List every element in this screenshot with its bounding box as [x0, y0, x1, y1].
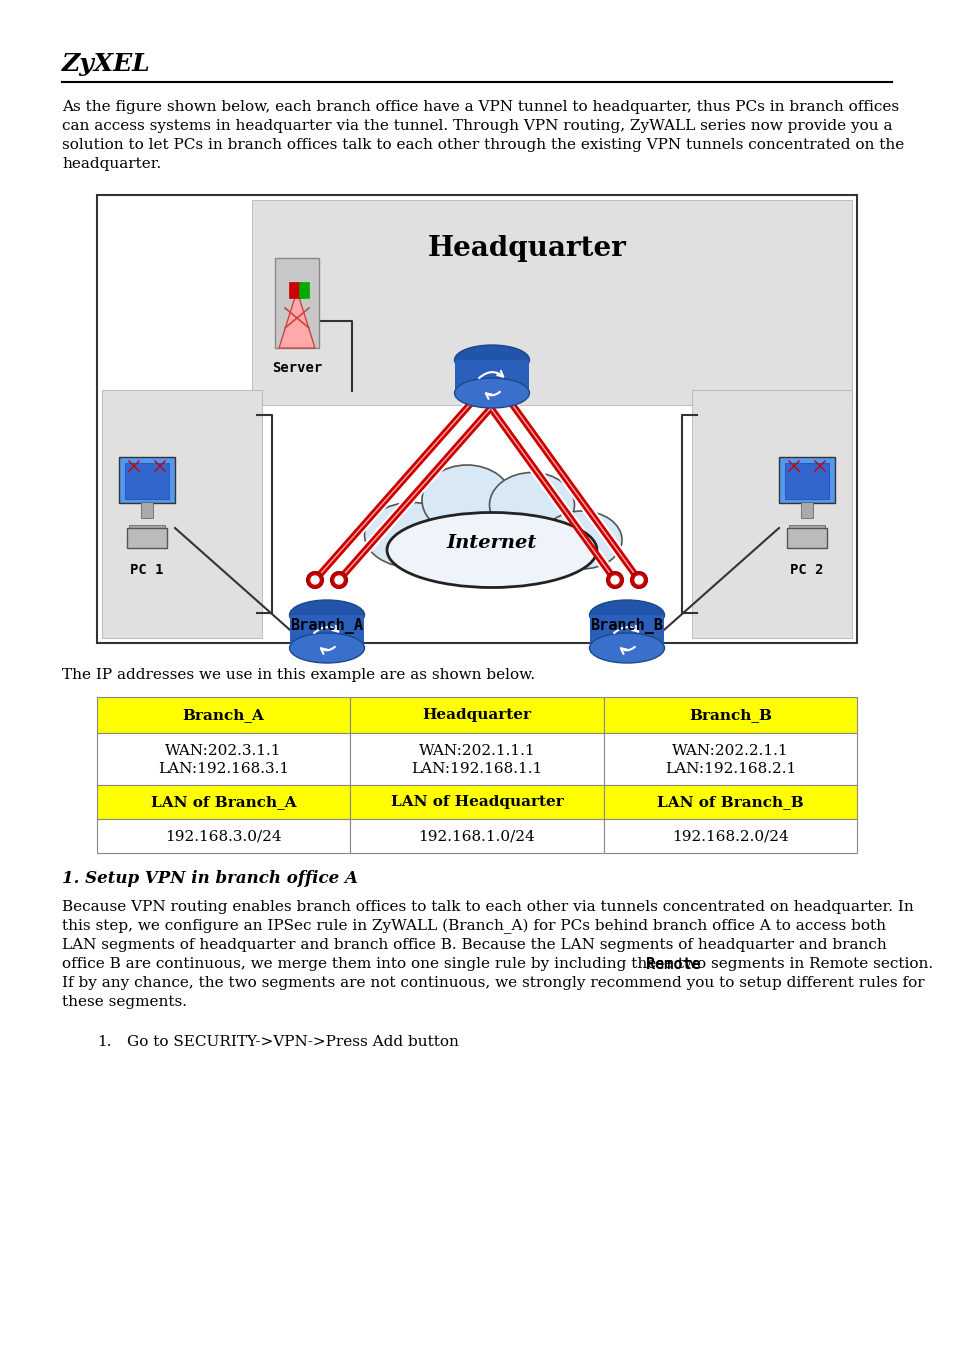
- Text: Branch_B: Branch_B: [590, 617, 662, 634]
- Ellipse shape: [289, 600, 364, 630]
- Bar: [788, 526, 824, 531]
- Text: 1. Setup VPN in branch office A: 1. Setup VPN in branch office A: [62, 870, 357, 888]
- Text: Internet: Internet: [446, 534, 537, 553]
- Bar: [97, 734, 350, 785]
- Text: solution to let PCs in branch offices talk to each other through the existing VP: solution to let PCs in branch offices ta…: [62, 138, 903, 153]
- Bar: [102, 390, 262, 638]
- Bar: [97, 785, 350, 819]
- Text: Branch_A: Branch_A: [183, 708, 264, 721]
- Text: PC 2: PC 2: [789, 563, 822, 577]
- Text: Headquarter: Headquarter: [422, 708, 531, 721]
- Bar: [603, 734, 856, 785]
- Bar: [350, 734, 603, 785]
- Circle shape: [307, 571, 323, 588]
- Text: The IP addresses we use in this example are as shown below.: The IP addresses we use in this example …: [62, 667, 535, 682]
- Text: Because VPN routing enables branch offices to talk to each other via tunnels con: Because VPN routing enables branch offic…: [62, 900, 913, 915]
- Bar: [289, 282, 301, 299]
- Bar: [784, 463, 828, 499]
- Text: Go to SECURITY->VPN->Press Add button: Go to SECURITY->VPN->Press Add button: [127, 1035, 458, 1048]
- Ellipse shape: [454, 378, 529, 408]
- Bar: [603, 697, 856, 734]
- Bar: [97, 697, 350, 734]
- Ellipse shape: [454, 345, 529, 376]
- Circle shape: [610, 576, 618, 584]
- Text: 192.168.1.0/24: 192.168.1.0/24: [418, 830, 535, 843]
- Text: can access systems in headquarter via the tunnel. Through VPN routing, ZyWALL se: can access systems in headquarter via th…: [62, 119, 892, 132]
- Text: 192.168.3.0/24: 192.168.3.0/24: [165, 830, 282, 843]
- Ellipse shape: [589, 634, 664, 663]
- Bar: [350, 697, 603, 734]
- Bar: [350, 819, 603, 852]
- Text: LAN segments of headquarter and branch office B. Because the LAN segments of hea: LAN segments of headquarter and branch o…: [62, 938, 886, 952]
- Text: Branch_A: Branch_A: [291, 617, 363, 634]
- Ellipse shape: [395, 523, 489, 577]
- Bar: [603, 819, 856, 852]
- Text: WAN:202.2.1.1: WAN:202.2.1.1: [671, 744, 788, 758]
- Bar: [801, 503, 812, 517]
- Text: ZyXEL: ZyXEL: [62, 51, 151, 76]
- Circle shape: [606, 571, 622, 588]
- Text: Headquarter: Headquarter: [427, 235, 626, 262]
- Bar: [298, 282, 309, 299]
- Circle shape: [335, 576, 343, 584]
- Text: LAN:192.168.3.1: LAN:192.168.3.1: [158, 762, 289, 775]
- Ellipse shape: [489, 473, 574, 538]
- Text: LAN of Branch_A: LAN of Branch_A: [151, 794, 296, 809]
- Text: this step, we configure an IPSec rule in ZyWALL (Branch_A) for PCs behind branch: this step, we configure an IPSec rule in…: [62, 919, 885, 935]
- Text: If by any chance, the two segments are not continuous, we strongly recommend you: If by any chance, the two segments are n…: [62, 975, 923, 990]
- Text: PC 1: PC 1: [131, 563, 164, 577]
- Bar: [290, 615, 364, 648]
- Circle shape: [635, 576, 642, 584]
- Circle shape: [630, 571, 646, 588]
- Bar: [603, 785, 856, 819]
- Circle shape: [331, 571, 347, 588]
- Bar: [779, 457, 834, 503]
- Text: Server: Server: [272, 361, 322, 376]
- Bar: [125, 463, 169, 499]
- Ellipse shape: [289, 634, 364, 663]
- Bar: [97, 819, 350, 852]
- Bar: [786, 528, 826, 549]
- Ellipse shape: [387, 512, 597, 588]
- Text: LAN:192.168.2.1: LAN:192.168.2.1: [664, 762, 795, 775]
- Bar: [129, 526, 165, 531]
- Text: WAN:202.3.1.1: WAN:202.3.1.1: [165, 744, 282, 758]
- Text: 1.: 1.: [97, 1035, 112, 1048]
- Bar: [455, 359, 529, 393]
- Ellipse shape: [589, 600, 664, 630]
- Bar: [691, 390, 851, 638]
- Bar: [97, 195, 856, 643]
- Bar: [274, 258, 318, 349]
- Polygon shape: [278, 290, 314, 349]
- Text: office B are continuous, we merge them into one single rule by including these t: office B are continuous, we merge them i…: [62, 957, 932, 971]
- Ellipse shape: [447, 526, 557, 585]
- Text: 192.168.2.0/24: 192.168.2.0/24: [671, 830, 788, 843]
- Text: Remote: Remote: [645, 957, 700, 971]
- Text: these segments.: these segments.: [62, 994, 187, 1009]
- Bar: [127, 528, 167, 549]
- Bar: [141, 503, 152, 517]
- Text: headquarter.: headquarter.: [62, 157, 161, 172]
- Bar: [252, 200, 851, 405]
- Ellipse shape: [364, 503, 459, 567]
- Text: As the figure shown below, each branch office have a VPN tunnel to headquarter, : As the figure shown below, each branch o…: [62, 100, 898, 113]
- Text: LAN:192.168.1.1: LAN:192.168.1.1: [411, 762, 542, 775]
- Text: Branch_B: Branch_B: [688, 708, 771, 721]
- Text: WAN:202.1.1.1: WAN:202.1.1.1: [418, 744, 535, 758]
- Ellipse shape: [541, 511, 621, 569]
- Text: LAN of Headquarter: LAN of Headquarter: [390, 794, 563, 809]
- Text: LAN of Branch_B: LAN of Branch_B: [657, 794, 802, 809]
- Bar: [589, 615, 663, 648]
- Circle shape: [311, 576, 318, 584]
- Bar: [350, 785, 603, 819]
- Ellipse shape: [421, 465, 512, 535]
- Bar: [119, 457, 174, 503]
